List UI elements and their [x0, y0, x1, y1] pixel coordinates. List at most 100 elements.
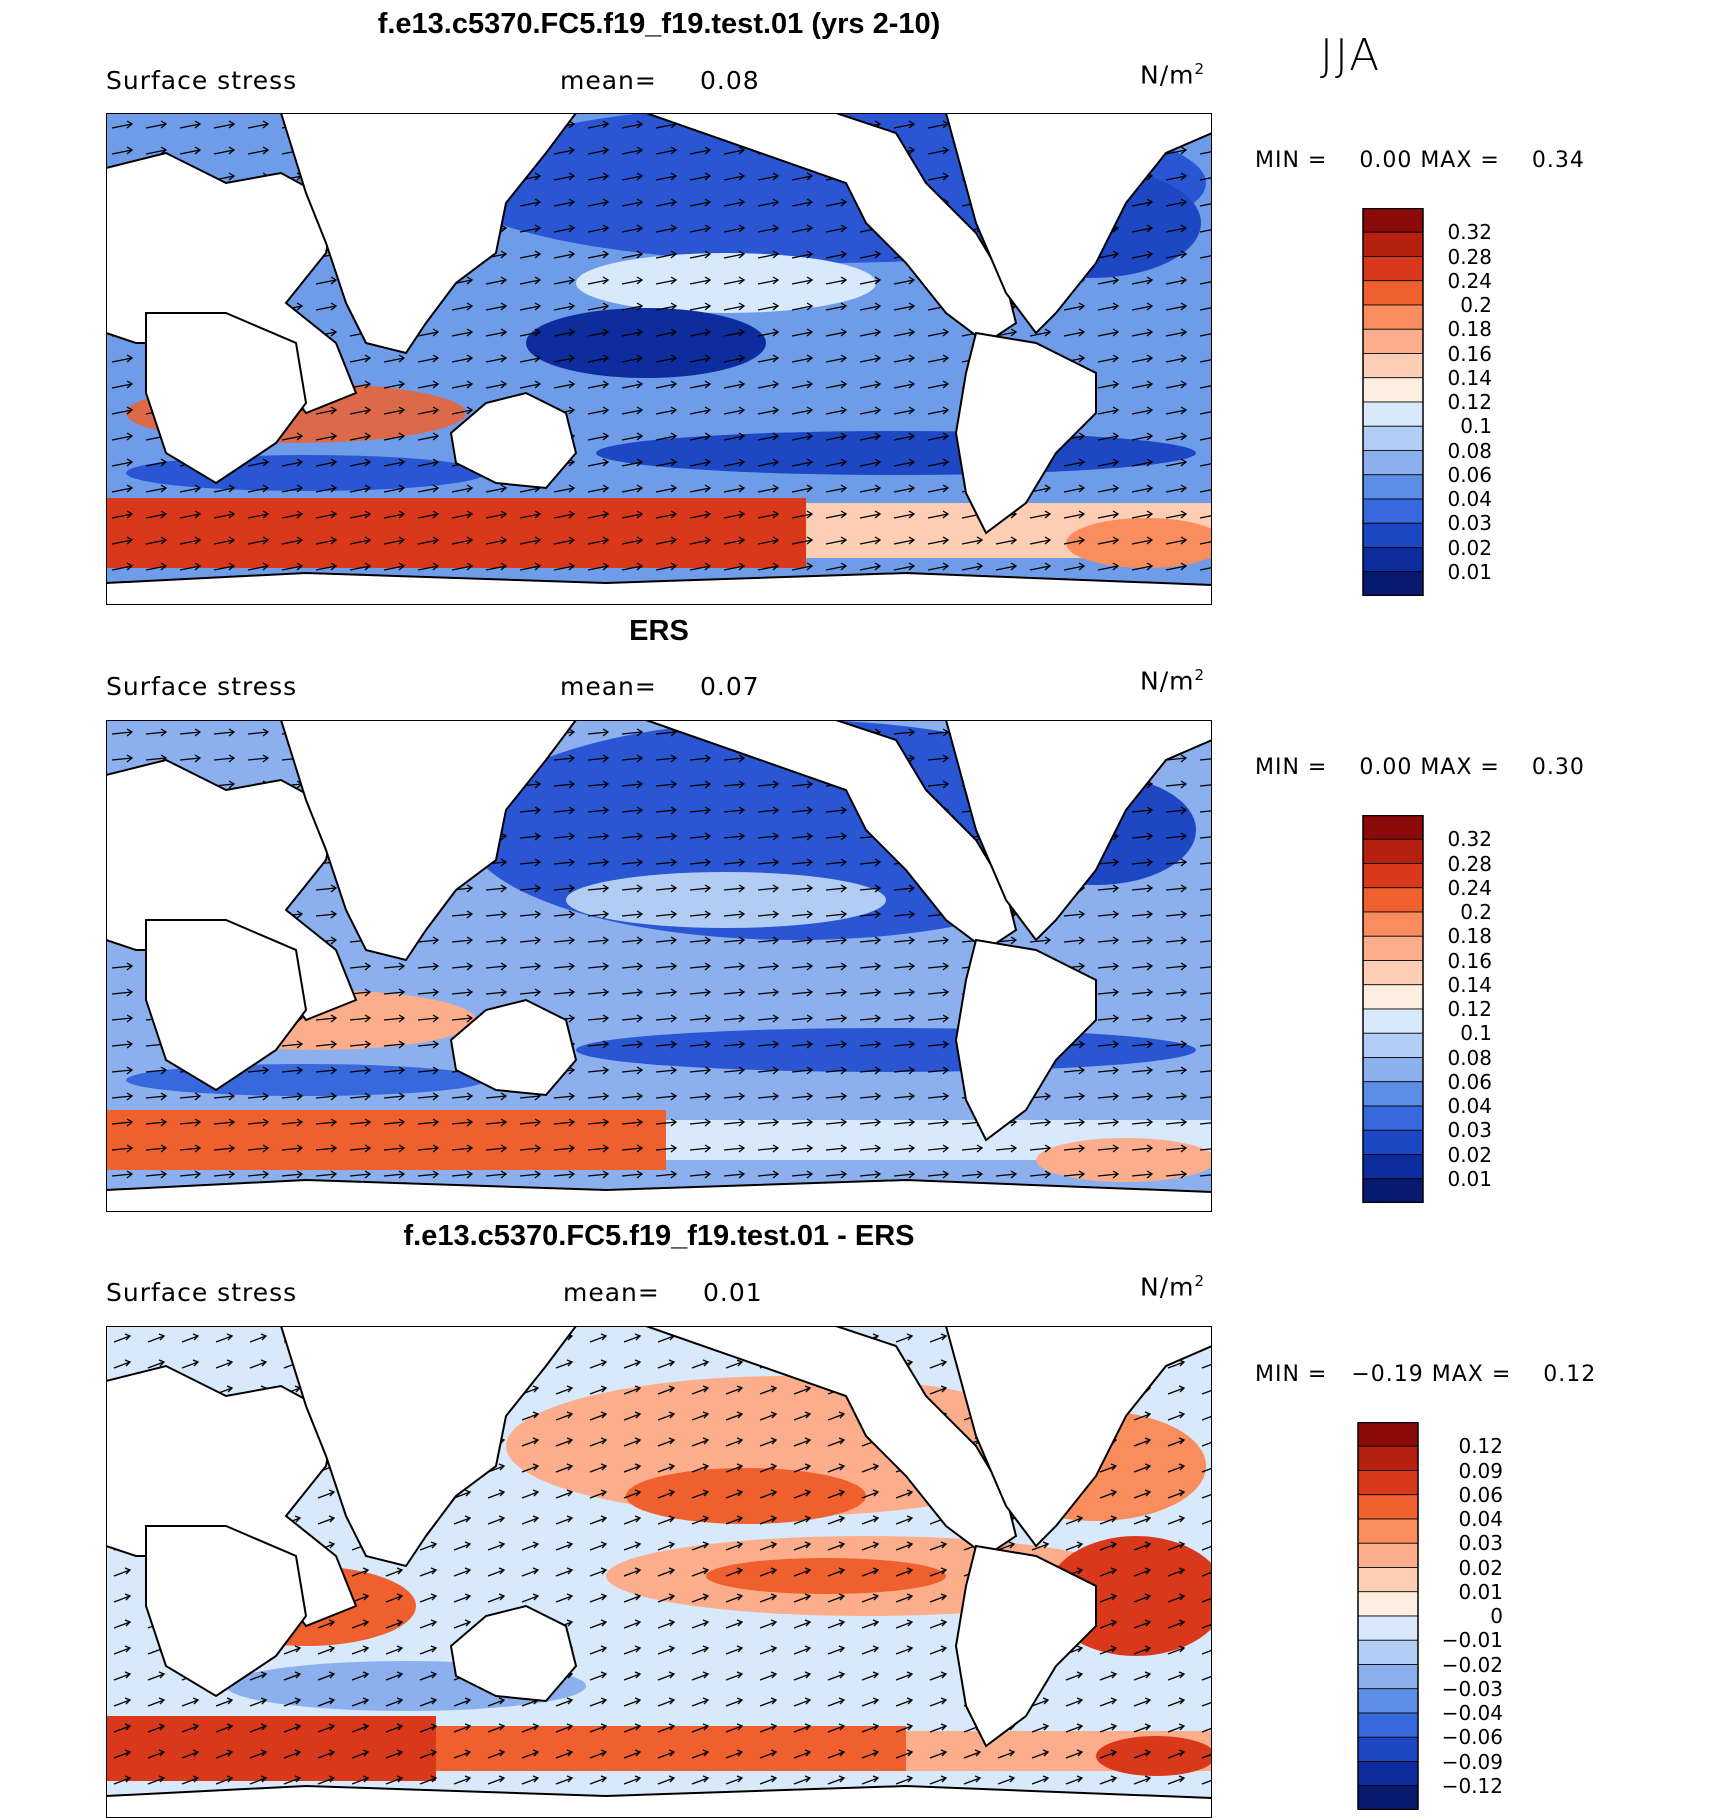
panel-3-colorbar-labels: 0.12 0.09 0.06 0.04 0.03 0.02 0.01 0 −0.01 −0.02 −… [1415, 1422, 1503, 1810]
colorbar-swatch [1357, 1591, 1419, 1617]
panel-3-land [106, 1326, 1212, 1818]
colorbar-tick-label: 0 [1490, 1604, 1503, 1628]
panel-3-units: N/m2 [1140, 1272, 1206, 1302]
colorbar-tick-label: 0.14 [1447, 972, 1492, 997]
colorbar-swatch [1362, 863, 1424, 889]
panel-1-map [106, 113, 1212, 605]
colorbar-swatch [1362, 208, 1424, 233]
colorbar-tick-label: −0.09 [1441, 1749, 1503, 1774]
colorbar-tick-label: 0.04 [1447, 1094, 1492, 1118]
colorbar-swatch [1362, 401, 1424, 427]
colorbar-outline [1362, 208, 1424, 596]
panel-2-title: ERS [629, 615, 689, 647]
colorbar-swatch [1362, 838, 1424, 864]
colorbar-swatch [1362, 960, 1424, 986]
colorbar-tick-label: 0.06 [1447, 462, 1492, 487]
colorbar-tick-label: −0.02 [1441, 1652, 1503, 1677]
panel-3-variable: Surface stress [106, 1278, 298, 1307]
panel-3-colorbar [1357, 1422, 1419, 1810]
colorbar-tick-label: 0.12 [1447, 390, 1492, 414]
panel-1-units: N/m2 [1140, 60, 1206, 90]
colorbar-swatch [1362, 1105, 1424, 1131]
colorbar-swatch [1362, 377, 1424, 403]
colorbar-tick-label: 0.02 [1458, 1555, 1503, 1580]
colorbar-tick-label: 0.18 [1447, 317, 1492, 342]
colorbar-tick-label: 0.28 [1447, 244, 1492, 269]
panel-3-minmax: MIN = −0.19 MAX = 0.12 [1255, 1362, 1597, 1387]
panel-2-units: N/m2 [1140, 666, 1206, 696]
colorbar-swatch [1357, 1785, 1419, 1810]
colorbar-tick-label: 0.03 [1447, 1118, 1492, 1143]
colorbar-swatch [1357, 1470, 1419, 1496]
panel-1-variable: Surface stress [106, 66, 298, 95]
colorbar-tick-label: 0.06 [1447, 1069, 1492, 1094]
panel-2-land [106, 720, 1212, 1212]
colorbar-tick-label: −0.04 [1441, 1701, 1503, 1725]
colorbar-tick-label: 0.12 [1447, 997, 1492, 1021]
panel-1-mean-label: mean= [560, 66, 657, 95]
colorbar-swatch [1362, 328, 1424, 354]
colorbar-tick-label: 0.09 [1458, 1458, 1503, 1483]
colorbar-swatch [1362, 1008, 1424, 1034]
colorbar-swatch [1362, 522, 1424, 548]
colorbar-swatch [1357, 1422, 1419, 1447]
colorbar-tick-label: 0.06 [1458, 1482, 1503, 1507]
panel-2-minmax: MIN = 0.00 MAX = 0.30 [1255, 755, 1585, 780]
colorbar-swatch [1357, 1567, 1419, 1593]
panel-1-minmax: MIN = 0.00 MAX = 0.34 [1255, 148, 1585, 173]
colorbar-tick-label: 0.1 [1460, 1021, 1492, 1046]
colorbar-tick-label: 0.14 [1447, 365, 1492, 390]
colorbar-tick-label: 0.2 [1460, 293, 1492, 317]
panel-1-colorbar [1362, 208, 1424, 596]
colorbar-swatch [1362, 425, 1424, 451]
panel-2-colorbar-labels: 0.32 0.28 0.24 0.2 0.18 0.16 0.14 0.12 0.1 0.08 0.… [1420, 815, 1492, 1203]
colorbar-tick-label: 0.12 [1458, 1434, 1503, 1459]
colorbar-tick-label: 0.08 [1447, 1045, 1492, 1070]
colorbar-swatch [1362, 911, 1424, 937]
colorbar-tick-label: 0.1 [1460, 414, 1492, 439]
colorbar-swatch [1362, 1129, 1424, 1155]
panel-3-title: f.e13.c5370.FC5.f19_f19.test.01 - ERS [403, 1220, 915, 1252]
colorbar-tick-label: 0.04 [1447, 487, 1492, 511]
colorbar-swatch [1357, 1639, 1419, 1665]
colorbar-tick-label: 0.24 [1447, 875, 1492, 900]
colorbar-tick-label: 0.03 [1447, 511, 1492, 536]
colorbar-swatch [1357, 1542, 1419, 1568]
panel-1-mean-value: 0.08 [700, 66, 760, 95]
colorbar-swatch [1362, 1057, 1424, 1083]
colorbar-outline [1362, 815, 1424, 1203]
colorbar-swatch [1357, 1736, 1419, 1762]
panel-2-colorbar [1362, 815, 1424, 1203]
season-label: JJA [1320, 30, 1382, 81]
colorbar-swatch [1357, 1664, 1419, 1690]
colorbar-swatch [1362, 280, 1424, 306]
colorbar-tick-label: 0.18 [1447, 924, 1492, 949]
colorbar-swatch [1362, 1178, 1424, 1203]
colorbar-tick-label: 0.02 [1447, 535, 1492, 560]
colorbar-tick-label: 0.2 [1460, 900, 1492, 924]
colorbar-tick-label: 0.24 [1447, 268, 1492, 293]
colorbar-tick-label: 0.01 [1458, 1579, 1503, 1604]
colorbar-outline [1357, 1422, 1419, 1810]
colorbar-tick-label: 0.08 [1447, 438, 1492, 463]
panel-3-mean-value: 0.01 [703, 1278, 763, 1307]
colorbar-swatch [1362, 450, 1424, 476]
colorbar-tick-label: 0.03 [1458, 1531, 1503, 1556]
colorbar-tick-label: 0.01 [1447, 1166, 1492, 1191]
panel-2-mean-label: mean= [560, 672, 657, 701]
colorbar-swatch [1362, 498, 1424, 524]
colorbar-swatch [1362, 1032, 1424, 1058]
colorbar-swatch [1362, 474, 1424, 500]
panel-3-mean-label: mean= [563, 1278, 660, 1307]
colorbar-tick-label: 0.16 [1447, 341, 1492, 366]
colorbar-tick-label: 0.28 [1447, 851, 1492, 876]
colorbar-tick-label: 0.04 [1458, 1507, 1503, 1531]
colorbar-swatch [1362, 1154, 1424, 1180]
colorbar-swatch [1357, 1688, 1419, 1714]
colorbar-tick-label: 0.32 [1447, 827, 1492, 852]
colorbar-swatch [1362, 935, 1424, 961]
colorbar-swatch [1362, 256, 1424, 282]
colorbar-swatch [1362, 984, 1424, 1010]
colorbar-tick-label: −0.01 [1441, 1628, 1503, 1653]
colorbar-swatch [1362, 571, 1424, 596]
